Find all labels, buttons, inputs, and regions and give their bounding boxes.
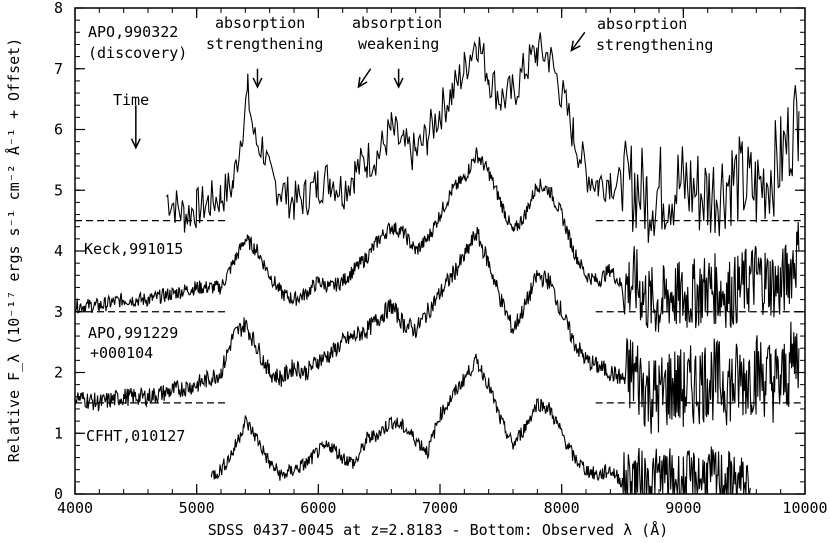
annotation-arrow-shaft <box>570 31 586 51</box>
y-tick-label: 2 <box>54 364 63 382</box>
annotation-arrow-head <box>130 138 141 150</box>
x-axis-label: SDSS 0437-0045 at z=2.8183 - Bottom: Obs… <box>208 520 669 539</box>
y-tick-label: 0 <box>54 485 63 503</box>
y-tick-label: 8 <box>54 0 63 17</box>
annotation-arrow-head <box>252 77 263 89</box>
annotation-arrow-shaft <box>357 68 372 88</box>
annotation-arrow-head <box>357 76 368 89</box>
x-tick-label: 10000 <box>782 499 827 517</box>
x-tick-label: 8000 <box>544 499 580 517</box>
y-tick-label: 4 <box>54 242 63 260</box>
y-tick-label: 6 <box>54 121 63 139</box>
y-tick-label: 5 <box>54 181 63 199</box>
annotation-arrow-head <box>393 77 404 89</box>
annotation-weakening: weakening <box>358 35 439 53</box>
series-label-apo-991229: APO,991229 <box>88 324 178 342</box>
series-label-cfht: CFHT,010127 <box>86 427 185 445</box>
annotation-absorption-2: absorption <box>352 14 442 32</box>
annotation-arrow-head <box>570 40 581 52</box>
y-tick-label: 3 <box>54 303 63 321</box>
spectrum-line <box>210 353 751 496</box>
spectrum-line <box>74 226 800 434</box>
x-tick-label: 4000 <box>57 499 93 517</box>
y-axis-label: Relative F_λ (10⁻¹⁷ ergs s⁻¹ cm⁻² Å⁻¹ + … <box>4 38 23 462</box>
annotation-strengthening-1: strengthening <box>206 35 323 53</box>
y-tick-label: 7 <box>54 60 63 78</box>
annotation-strengthening-2: strengthening <box>596 36 713 54</box>
series-sublabel-discovery: (discovery) <box>88 44 187 62</box>
series-label-keck: Keck,991015 <box>84 240 183 258</box>
x-tick-label: 6000 <box>300 499 336 517</box>
spectrum-line <box>74 147 800 333</box>
annotation-absorption-1: absorption <box>215 14 305 32</box>
x-tick-label: 5000 <box>179 499 215 517</box>
series-label-apo-990322: APO,990322 <box>88 23 178 41</box>
series-sublabel-000104: +000104 <box>90 344 153 362</box>
plot-layer: 4000 5000 6000 7000 8000 9000 10000 0 1 2 3 4 5 6 7 8 <box>54 0 828 517</box>
annotation-absorption-3: absorption <box>597 15 687 33</box>
y-tick-label: 1 <box>54 424 63 442</box>
annotation-time: Time <box>113 91 149 109</box>
spectrum-line <box>165 32 800 243</box>
x-tick-label: 7000 <box>422 499 458 517</box>
x-tick-label: 9000 <box>665 499 701 517</box>
